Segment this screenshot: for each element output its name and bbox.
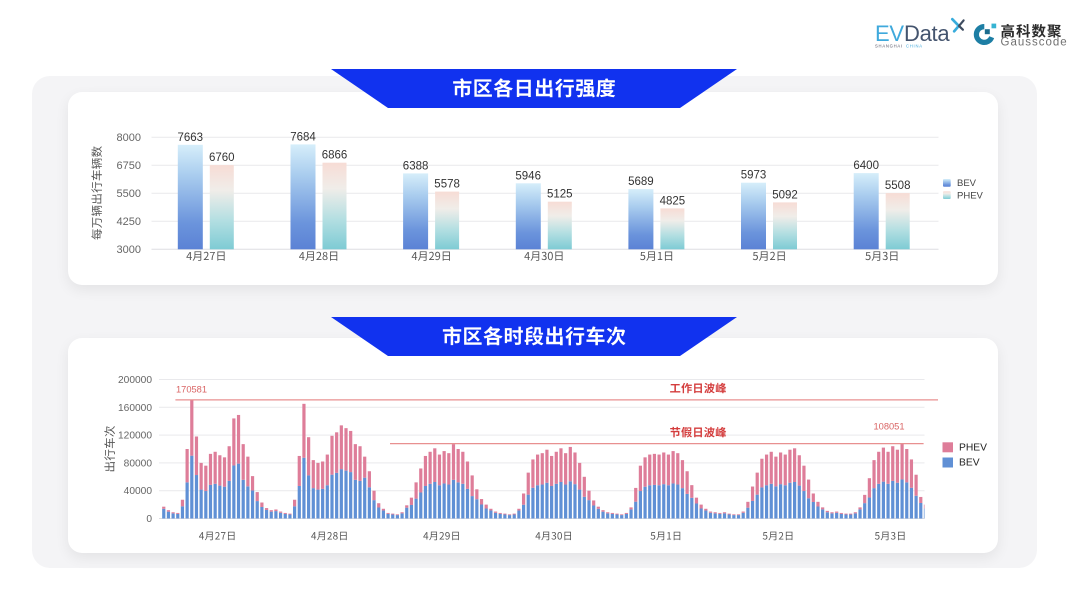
svg-text:BEV: BEV bbox=[957, 178, 977, 189]
svg-text:170581: 170581 bbox=[176, 385, 207, 395]
svg-text:80000: 80000 bbox=[124, 458, 153, 469]
svg-text:160000: 160000 bbox=[118, 403, 152, 414]
svg-text:EV: EV bbox=[875, 21, 904, 46]
svg-text:4825: 4825 bbox=[660, 195, 686, 207]
svg-text:7663: 7663 bbox=[178, 132, 204, 144]
svg-text:Gausscode: Gausscode bbox=[1001, 36, 1068, 48]
svg-text:6750: 6750 bbox=[117, 160, 141, 172]
svg-text:7684: 7684 bbox=[290, 131, 316, 143]
svg-text:40000: 40000 bbox=[124, 486, 153, 497]
svg-text:0: 0 bbox=[146, 514, 152, 525]
svg-text:5092: 5092 bbox=[772, 189, 798, 201]
svg-text:3000: 3000 bbox=[117, 244, 141, 256]
svg-text:5689: 5689 bbox=[628, 176, 654, 188]
svg-text:5508: 5508 bbox=[885, 180, 911, 192]
svg-text:200000: 200000 bbox=[118, 375, 152, 386]
svg-text:5946: 5946 bbox=[515, 170, 541, 182]
svg-text:PHEV: PHEV bbox=[959, 443, 987, 454]
svg-text:PHEV: PHEV bbox=[957, 191, 984, 202]
svg-text:BEV: BEV bbox=[959, 458, 980, 469]
svg-text:CHINA: CHINA bbox=[906, 43, 923, 48]
svg-text:5578: 5578 bbox=[434, 179, 460, 191]
svg-text:108051: 108051 bbox=[873, 422, 904, 432]
svg-text:5500: 5500 bbox=[117, 188, 141, 200]
svg-text:5973: 5973 bbox=[741, 170, 767, 182]
svg-text:6388: 6388 bbox=[403, 160, 429, 172]
svg-text:Data: Data bbox=[904, 21, 950, 46]
svg-text:4250: 4250 bbox=[117, 216, 141, 228]
svg-text:SHANGHAI: SHANGHAI bbox=[875, 43, 903, 48]
svg-text:6866: 6866 bbox=[322, 150, 348, 162]
svg-text:6400: 6400 bbox=[853, 160, 879, 172]
svg-text:8000: 8000 bbox=[117, 132, 141, 144]
svg-text:6760: 6760 bbox=[209, 152, 235, 164]
svg-text:120000: 120000 bbox=[118, 431, 152, 442]
svg-text:5125: 5125 bbox=[547, 189, 573, 201]
